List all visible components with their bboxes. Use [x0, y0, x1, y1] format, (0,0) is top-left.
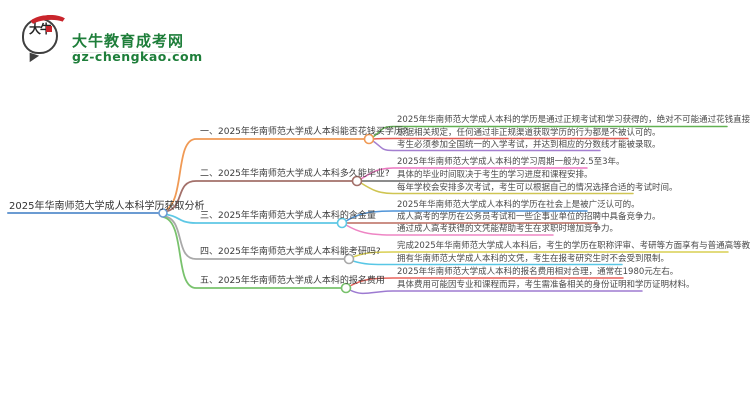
- branch-5-node-handle[interactable]: [340, 282, 352, 294]
- leaf-3-3-label[interactable]: 通过成人高考获得的文凭能帮助考生在求职时增加竞争力。: [397, 224, 619, 234]
- logo-red-seal-icon: [46, 26, 52, 32]
- leaf-1-2-connector: [372, 137, 629, 140]
- leaf-1-1-connector: [372, 125, 728, 138]
- leaf-1-3-connector: [372, 140, 601, 152]
- branch-1-connector: [162, 138, 365, 212]
- leaf-3-1-label[interactable]: 2025年华南师范大学成人本科的学历在社会上是被广泛认可的。: [397, 200, 640, 210]
- branch-5-connector: [162, 216, 342, 289]
- root-node-label[interactable]: 2025年华南师范大学成人本科学历获取分析: [9, 201, 205, 212]
- leaf-5-1-label[interactable]: 2025年华南师范大学成人本科的报名费用相对合理，通常在1980元左右。: [397, 267, 679, 277]
- branch-1-label[interactable]: 一、2025年华南师范大学成人本科能否花钱买学历?: [200, 127, 408, 137]
- leaf-2-3-label[interactable]: 每年学校会安排多次考试，考生可以根据自己的情况选择合适的考试时间。: [397, 182, 678, 193]
- leaf-4-1-label[interactable]: 完成2025年华南师范大学成人本科后，考生的学历在职称评审、考研等方面享有与普通…: [397, 241, 750, 251]
- leaf-4-1-connector: [352, 251, 729, 258]
- branch-2-connector: [162, 180, 353, 213]
- site-url: gz-chengkao.com: [72, 49, 203, 64]
- branch-1-node-handle[interactable]: [363, 133, 375, 145]
- branch-2-node-handle[interactable]: [351, 175, 363, 187]
- leaf-4-2-connector: [352, 260, 623, 266]
- branch-4-connector: [162, 215, 345, 260]
- leaf-2-1-connector: [360, 167, 588, 180]
- branch-3-connector: [162, 213, 338, 224]
- leaf-3-2-label[interactable]: 成人高考的学历在公务员考试和一些企事业单位的招聘中具备竞争力。: [397, 212, 661, 222]
- leaf-5-1-connector: [349, 277, 624, 287]
- leaf-1-3-label[interactable]: 考生必须参加全国统一的入学考试，并达到相应的分数线才能被录取。: [397, 139, 661, 150]
- branch-5-label[interactable]: 五、2025年华南师范大学成人本科的报名费用: [200, 276, 385, 286]
- leaf-4-2-label[interactable]: 拥有华南师范大学成人本科的文凭，考生在报考研究生时不会受到限制。: [397, 253, 670, 264]
- site-title: 大牛教育成考网: [72, 30, 185, 53]
- branch-3-node-handle[interactable]: [336, 217, 348, 229]
- branch-4-node-handle[interactable]: [343, 253, 355, 265]
- leaf-5-2-connector: [349, 289, 643, 295]
- branch-2-label[interactable]: 二、2025年华南师范大学成人本科多久能毕业?: [200, 169, 390, 179]
- logo-icon-characters: 大牛: [28, 22, 52, 36]
- leaf-3-1-connector: [345, 210, 588, 222]
- leaf-1-1-label[interactable]: 2025年华南师范大学成人本科的学历是通过正规考试和学习获得的，绝对不可能通过花…: [397, 115, 750, 125]
- leaf-2-2-label[interactable]: 具体的毕业时间取决于考生的学习进度和课程安排。: [397, 170, 593, 180]
- leaf-1-2-label[interactable]: 根据相关规定，任何通过非正规渠道获取学历的行为都是不被认可的。: [397, 127, 661, 138]
- leaf-2-3-connector: [360, 182, 634, 195]
- branch-3-label[interactable]: 三、2025年华南师范大学成人本科的含金量: [200, 211, 376, 221]
- leaf-3-3-connector: [345, 224, 554, 236]
- root-node-handle[interactable]: [158, 208, 168, 218]
- leaf-5-2-label[interactable]: 具体费用可能因专业和课程而异，考生需准备相关的身份证明和学历证明材料。: [397, 280, 695, 290]
- logo-bull-icon: 大牛: [22, 13, 70, 65]
- branch-4-label[interactable]: 四、2025年华南师范大学成人本科能考研吗?: [200, 247, 381, 257]
- leaf-2-1-label[interactable]: 2025年华南师范大学成人本科的学习周期一般为2.5至3年。: [397, 157, 625, 167]
